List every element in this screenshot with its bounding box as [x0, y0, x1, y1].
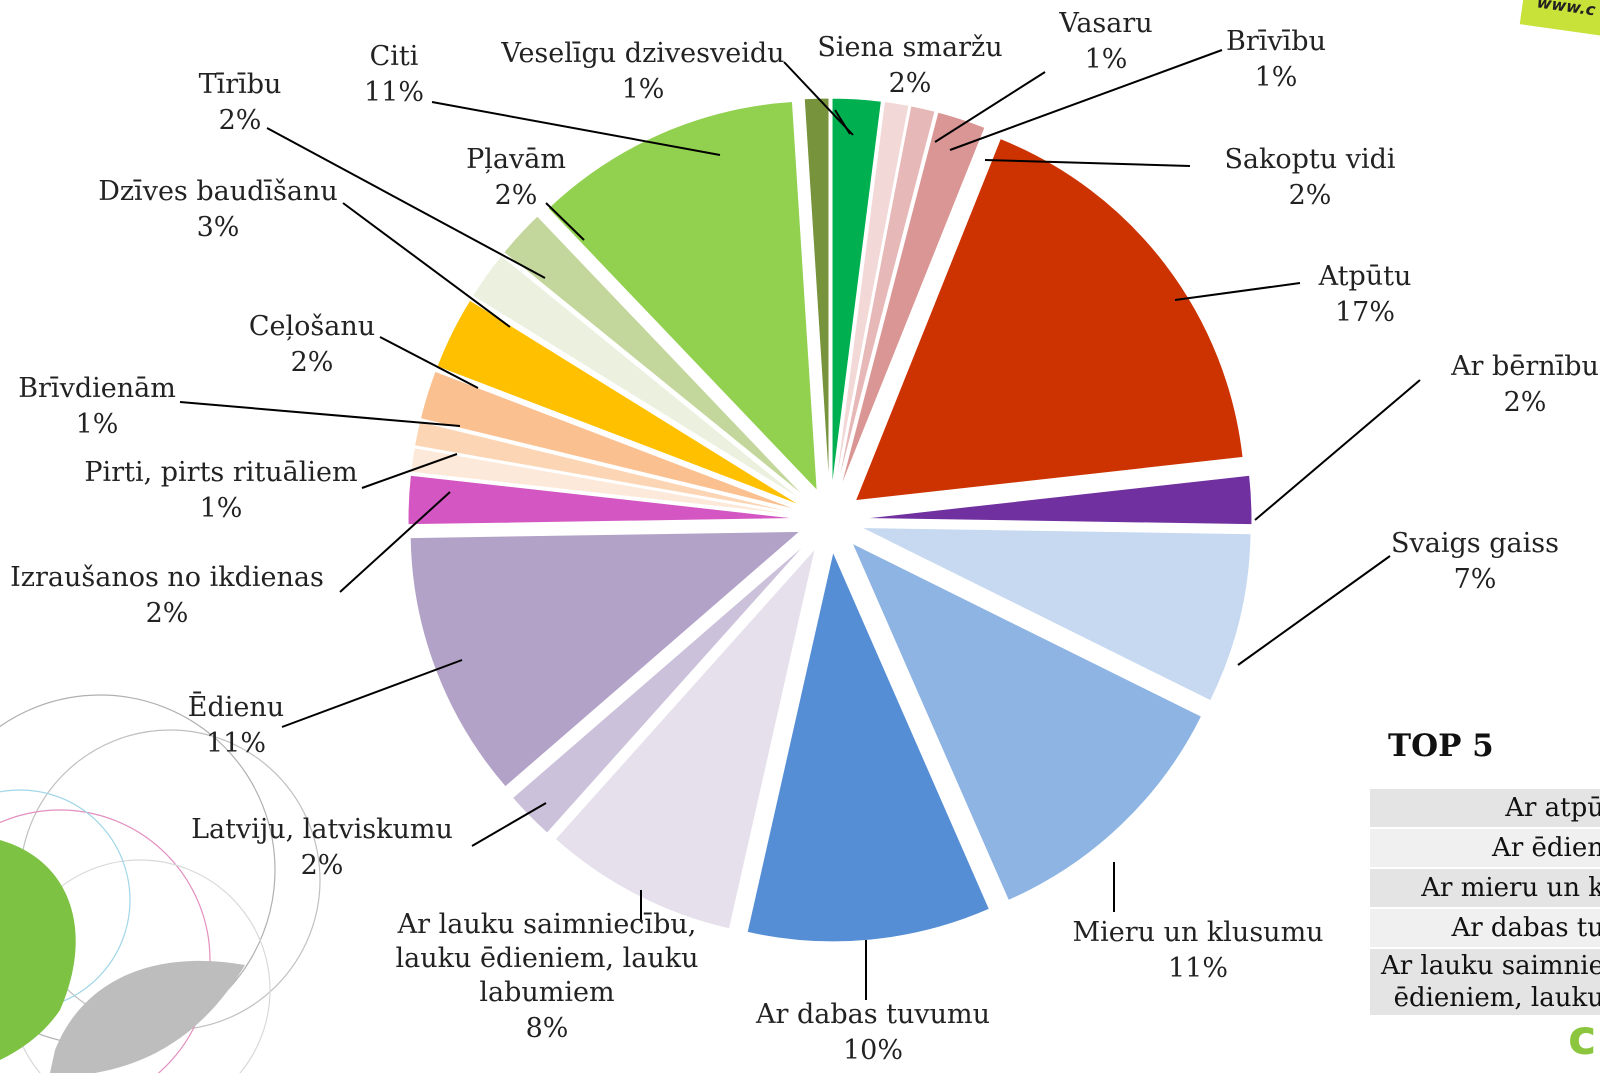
pie-slice — [831, 97, 882, 489]
top5-row: Ar mieru un k — [1370, 868, 1600, 909]
pie-slice — [851, 542, 1203, 902]
pie-slice — [834, 100, 910, 489]
slice-label: Ēdienu — [188, 690, 284, 723]
pie-slice — [410, 447, 799, 516]
leader-line — [471, 802, 547, 847]
slice-label: Citi — [370, 41, 419, 72]
slice-label: Veselīgu dzivesveidu — [500, 38, 784, 69]
slice-label: Brīvdienām — [18, 373, 176, 404]
slice-label: Ar dabas tuvumu — [755, 999, 990, 1030]
slice-percent: 11% — [206, 728, 266, 759]
leader-line — [342, 202, 511, 328]
pie-slice — [803, 97, 830, 489]
slice-percent: 2% — [219, 105, 262, 136]
slice-label: Dzīves baudīšanu — [98, 176, 338, 207]
leader-line — [1174, 282, 1301, 301]
leader-line — [339, 491, 451, 593]
slice-percent: 2% — [889, 68, 932, 99]
slice-label: Izraušanos no ikdienas — [10, 562, 324, 593]
pie-slice — [511, 542, 808, 834]
slice-label: Ar lauku saimniecību, — [397, 909, 697, 940]
slice-label: Brīvību — [1226, 26, 1326, 57]
slice-label: Pirti, pirts rituāliem — [84, 457, 357, 488]
top5-title: TOP 5 — [1388, 728, 1494, 764]
pie-slice — [836, 105, 936, 489]
slice-label: lauku ēdieniem, lauku — [396, 943, 699, 974]
leader-line — [984, 159, 1191, 167]
pie-slice — [860, 527, 1252, 702]
top5-row: Ar atpū — [1370, 789, 1600, 829]
pie-slice — [839, 111, 986, 490]
slice-percent: 11% — [364, 77, 424, 108]
slice-label: Ceļošanu — [249, 311, 375, 342]
slice-percent: 2% — [495, 180, 538, 211]
pie-slice — [861, 474, 1253, 526]
leader-line — [783, 61, 854, 136]
slice-percent: 1% — [1085, 44, 1128, 75]
slice-percent: 3% — [197, 212, 240, 243]
pie-slice — [419, 370, 800, 511]
pie-slice — [407, 474, 799, 526]
leader-line — [1237, 555, 1391, 666]
slice-label: Vasaru — [1058, 8, 1152, 39]
logo-letter: c — [1568, 1010, 1597, 1066]
slice-percent: 7% — [1454, 564, 1497, 595]
slice-percent: 8% — [526, 1013, 569, 1044]
slice-label: Latviju, latviskumu — [191, 814, 453, 845]
slice-label: Svaigs gaiss — [1391, 528, 1559, 559]
slice-label: Atpūtu — [1318, 261, 1412, 292]
leader-line — [431, 101, 721, 156]
pie-slice — [854, 137, 1244, 502]
leader-line — [179, 401, 461, 427]
slice-percent: 2% — [1504, 387, 1547, 418]
leader-line — [266, 127, 546, 279]
top5-row: Ar lauku saimnie ēdieniem, lauku — [1370, 948, 1600, 1017]
leader-line — [545, 202, 585, 241]
pie-slice — [503, 215, 807, 499]
leader-line — [379, 336, 479, 389]
pie-slice — [547, 100, 818, 493]
slice-percent: 1% — [622, 74, 665, 105]
leader-line — [934, 71, 1046, 143]
slice-label: Ar bērnību — [1450, 351, 1599, 382]
top5-row: Ar dabas tu — [1370, 908, 1600, 949]
slice-percent: 10% — [843, 1035, 903, 1066]
slice-label: Sakoptu vidi — [1224, 144, 1395, 175]
slice-percent: 2% — [301, 850, 344, 881]
slice-percent: 2% — [1289, 180, 1332, 211]
pie-slice — [554, 546, 817, 930]
top5-row: Ar ēdien — [1370, 828, 1600, 869]
pie-slice — [414, 420, 799, 514]
slice-label: labumiem — [479, 977, 614, 1008]
slice-percent: 2% — [146, 598, 189, 629]
slice-percent: 2% — [291, 347, 334, 378]
leader-line — [1254, 379, 1421, 521]
slice-label: Siena smaržu — [817, 32, 1002, 63]
leader-line — [949, 49, 1223, 151]
slice-percent: 11% — [1168, 953, 1228, 984]
slice-label: Mieru un klusumu — [1072, 917, 1323, 948]
slice-percent: 1% — [200, 493, 243, 524]
slice-percent: 1% — [1255, 62, 1298, 93]
leader-line — [361, 453, 458, 489]
pie-slice — [471, 254, 805, 502]
slice-label: Pļavām — [466, 144, 566, 175]
slice-label: Tīrību — [199, 69, 282, 100]
pie-slice — [746, 550, 991, 943]
leader-line — [281, 659, 463, 728]
top5-table: Ar atpū Ar ēdien Ar mieru un k Ar dabas … — [1370, 789, 1600, 1017]
slice-percent: 1% — [76, 409, 119, 440]
slice-percent: 17% — [1335, 297, 1395, 328]
